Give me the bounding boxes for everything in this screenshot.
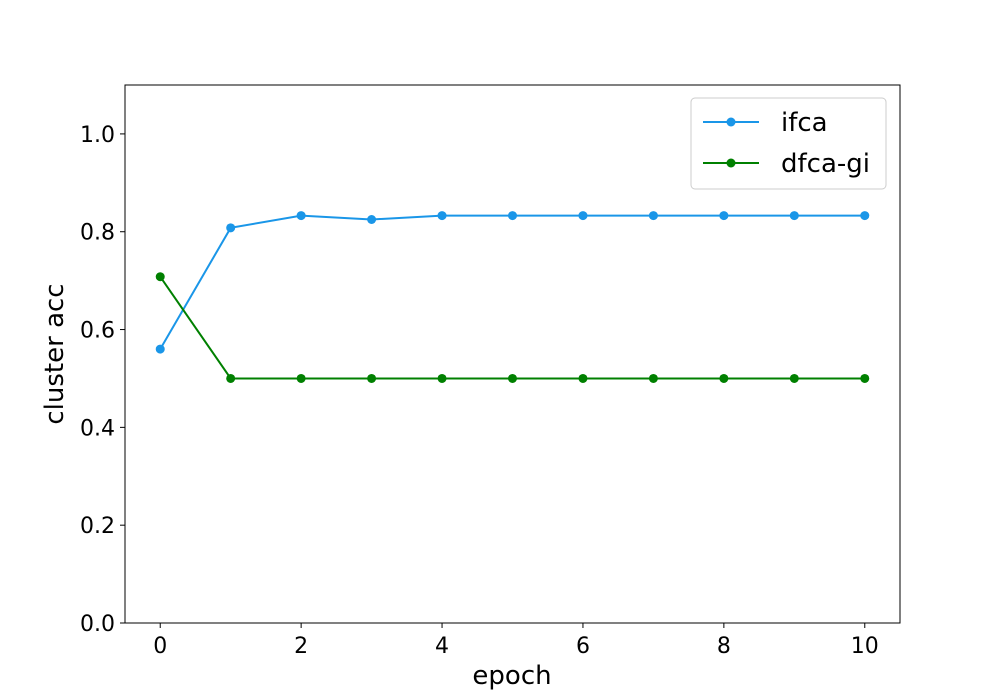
legend-item: dfca-gi [703,149,870,179]
x-tick-label: 2 [294,634,308,659]
legend-marker [726,117,736,127]
x-tick-label: 6 [576,634,590,659]
series-dfca-gi [155,272,870,383]
legend-marker [726,158,736,168]
series-ifca [155,211,870,354]
data-point [789,373,799,383]
data-point [508,373,517,383]
x-axis-label: epoch [472,661,551,691]
data-point [789,211,799,221]
data-point [508,211,517,221]
data-point [860,373,870,383]
legend: ifca dfca-gi [690,97,887,190]
legend-item: ifca [703,108,828,138]
data-point [437,373,447,383]
y-tick-label: 0.4 [80,416,115,441]
data-point [367,373,377,383]
x-tick-label: 8 [717,634,731,659]
data-point [437,211,447,221]
x-tick-label: 10 [851,634,879,659]
data-point [578,211,588,221]
legend-label: ifca [781,108,828,138]
y-tick-label: 0.6 [80,319,115,344]
legend-label: dfca-gi [781,149,870,179]
y-tick-label: 0.0 [80,612,115,637]
y-axis-label: cluster acc [40,283,70,424]
axis-ticks: 0 2 4 6 8 10 0.0 0.2 0.4 0.6 0.8 1.0 [80,123,879,659]
data-point [719,211,729,221]
legend-box [690,97,887,190]
y-tick-label: 0.2 [80,514,115,539]
x-tick-label: 4 [435,634,449,659]
data-point [296,373,306,383]
data-point [648,373,658,383]
data-point [155,272,165,282]
data-point [648,211,658,221]
plot-frame [124,84,901,624]
data-point [860,211,870,221]
data-point [226,373,236,383]
y-tick-label: 0.8 [80,221,115,246]
data-point [296,211,306,221]
series-layer [155,211,870,383]
data-point [155,344,165,354]
data-point [367,215,377,224]
data-point [578,373,588,383]
data-point [226,223,236,233]
y-tick-label: 1.0 [80,123,115,148]
data-point [719,373,729,383]
x-tick-label: 0 [153,634,167,659]
